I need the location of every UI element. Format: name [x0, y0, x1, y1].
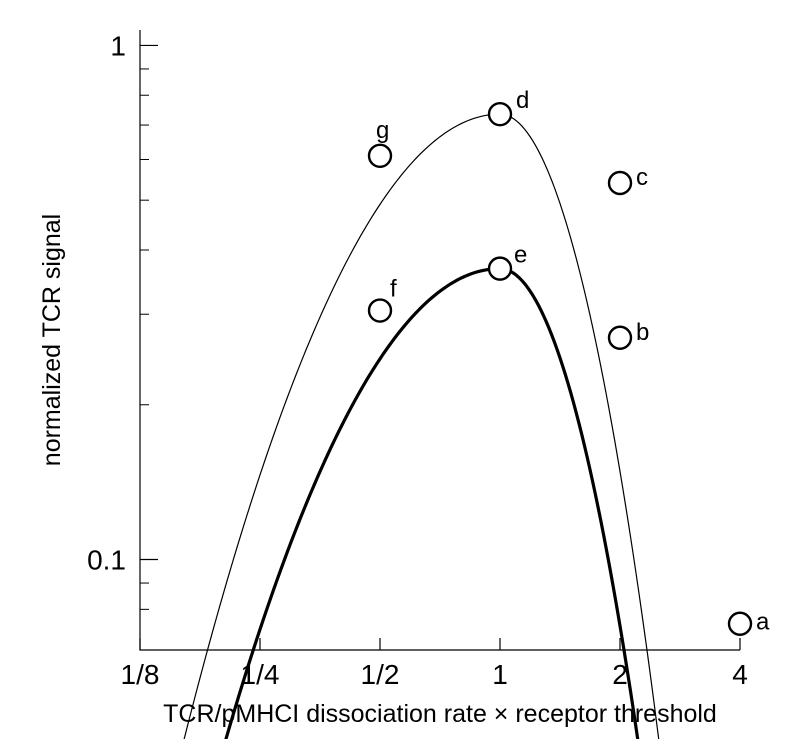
data-point-f — [369, 300, 391, 322]
x-tick-label: 1/8 — [121, 659, 160, 690]
y-tick-label: 1 — [110, 30, 126, 61]
data-point-label-c: c — [636, 164, 648, 191]
data-point-d — [489, 103, 511, 125]
x-tick-label: 1/2 — [361, 659, 400, 690]
data-point-e — [489, 258, 511, 280]
tcr-signal-chart: 1/8 1/4 1/2 1 2 4 TCR/pMHCI dissociation rate … — [0, 0, 800, 739]
data-point-a — [729, 613, 751, 635]
x-tick-label: 1/4 — [241, 659, 280, 690]
curve-upper — [140, 114, 740, 739]
data-point-label-f: f — [390, 276, 397, 303]
data-point-label-b: b — [636, 319, 649, 346]
data-point-c — [609, 172, 631, 194]
data-point-label-g: g — [376, 117, 389, 144]
data-point-b — [609, 327, 631, 349]
y-tick-label: 0.1 — [87, 545, 126, 576]
data-point-g — [369, 145, 391, 167]
data-point-label-a: a — [756, 609, 770, 636]
data-point-label-d: d — [516, 87, 529, 114]
y-axis-label: normalized TCR signal — [38, 214, 66, 466]
data-point-label-e: e — [514, 242, 527, 269]
x-tick-label: 2 — [612, 659, 628, 690]
x-axis-label: TCR/pMHCI dissociation rate × receptor t… — [163, 700, 717, 728]
axes — [140, 30, 740, 650]
x-tick-label: 1 — [492, 659, 508, 690]
x-tick-label: 4 — [732, 659, 748, 690]
